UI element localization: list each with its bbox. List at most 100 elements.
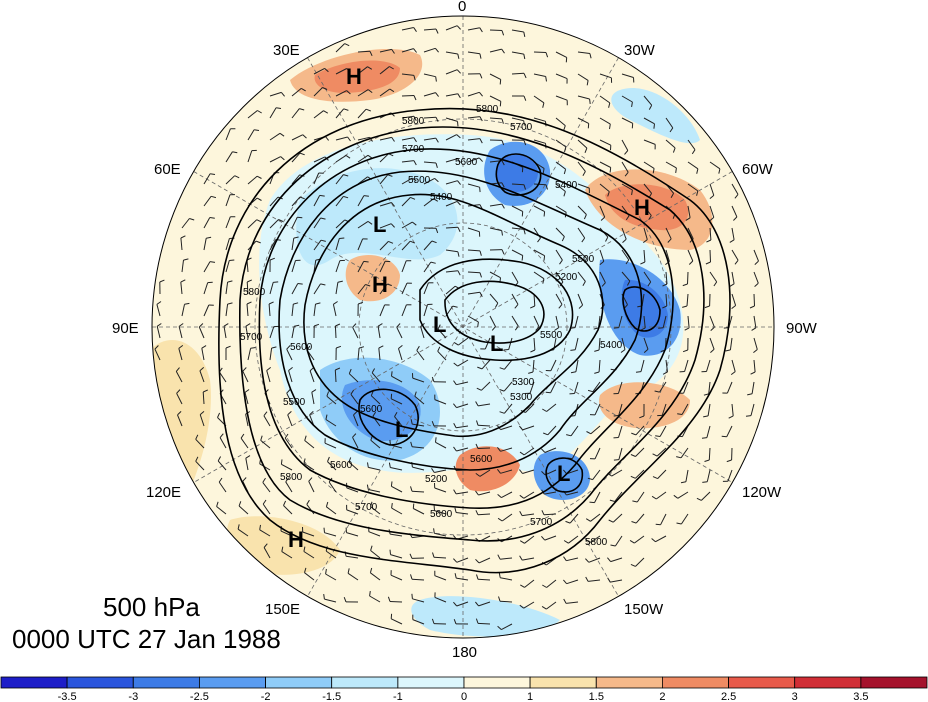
wind-barb-flag (733, 216, 738, 221)
wind-barb-flag (494, 302, 499, 308)
wind-barb (680, 513, 689, 525)
wind-barb (456, 381, 469, 386)
wind-barb (731, 183, 739, 195)
wind-barb (225, 128, 231, 141)
wind-barb-flag (352, 433, 357, 438)
wind-barb (500, 469, 513, 474)
wind-barb-flag (563, 540, 569, 544)
wind-barb (529, 381, 535, 394)
wind-barb-flag (176, 389, 181, 394)
contour-labels: 5800 5800 5700 5700 5600 5500 5400 5400 5500 5600… (240, 104, 623, 548)
wind-barb (500, 447, 513, 452)
wind-barb (225, 304, 229, 317)
wind-barb (181, 218, 190, 229)
wind-barb (621, 337, 626, 350)
wind-barb (500, 577, 513, 581)
wind-barb (481, 359, 491, 370)
longitude-label: 150W (624, 601, 664, 618)
wind-barb-flag (479, 292, 483, 297)
wind-barb-flag (344, 43, 350, 47)
wind-barb (335, 68, 347, 75)
wind-barb (467, 291, 480, 295)
wind-barb (501, 491, 513, 499)
wind-barb (181, 260, 184, 273)
wind-barb (621, 73, 634, 78)
wind-barb-flag (519, 425, 523, 431)
wind-barb (286, 392, 293, 405)
wind-barb (523, 491, 535, 499)
wind-barb-flag (410, 419, 413, 425)
wind-barb-flag (563, 191, 566, 197)
wind-barb-flag (662, 305, 668, 309)
wind-barb-flag (323, 527, 325, 533)
wind-barb (313, 304, 316, 317)
wind-barb (434, 510, 447, 515)
contour-label: 5500 (540, 330, 563, 341)
wind-barb (599, 271, 606, 283)
wind-barb (269, 239, 277, 251)
wind-barb-flag (367, 462, 369, 468)
wind-barb (445, 180, 458, 185)
wind-barb (687, 315, 690, 328)
wind-barb (621, 271, 631, 282)
wind-barb (283, 505, 293, 515)
wind-barb (621, 95, 633, 103)
wind-barb (313, 217, 322, 229)
wind-barb-flag (655, 435, 661, 437)
wind-barb-flag (750, 371, 756, 375)
wind-barb (656, 447, 667, 457)
wind-barb-flag (301, 87, 306, 92)
wind-barb-flag (369, 51, 373, 57)
wind-barb-flag (433, 198, 439, 202)
wind-barb-flag (701, 437, 707, 439)
wind-barb (346, 555, 359, 559)
wind-barb-flag (240, 433, 245, 439)
wind-barb (401, 197, 411, 207)
height-contour (303, 193, 604, 438)
wind-barb (532, 359, 535, 373)
colorbar-swatch (728, 676, 796, 689)
wind-barb (260, 440, 271, 449)
wind-barb-flag (652, 476, 658, 480)
wind-barb (203, 196, 212, 207)
wind-barb-flag (413, 160, 417, 166)
colorbar-tick-label: -1.5 (322, 691, 341, 702)
wind-barb (511, 293, 519, 305)
positive-anomaly-region (599, 382, 690, 429)
wind-barb-flag (648, 104, 653, 110)
wind-barb (370, 439, 381, 449)
wind-barb-flag (530, 349, 536, 353)
wind-barb-flag (685, 217, 691, 221)
height-contour (258, 148, 674, 510)
longitude-label: 150E (265, 601, 300, 618)
wind-barb-flag (201, 345, 207, 349)
wind-barb-flag (437, 346, 441, 352)
wind-barb (533, 139, 546, 144)
wind-barb (599, 117, 611, 125)
wind-barb (599, 161, 611, 168)
wind-barb-flag (631, 521, 637, 524)
wind-barb-flag (410, 486, 413, 492)
wind-barb (753, 293, 755, 307)
wind-barb-flag (585, 518, 591, 522)
wind-barb (357, 66, 368, 75)
wind-barb-flag (431, 376, 435, 382)
wind-barb-flag (541, 510, 545, 516)
wind-barb (614, 491, 623, 502)
wind-barb (304, 572, 315, 581)
wind-barb (709, 315, 715, 328)
wind-barb (225, 216, 231, 229)
wind-barb-flag (651, 538, 656, 543)
wind-barb (659, 381, 667, 393)
wind-barb (683, 381, 689, 394)
colorbar-swatch (198, 676, 266, 689)
wind-barb-flag (542, 584, 547, 588)
wind-barb-flag (523, 73, 527, 79)
wind-barb (195, 438, 205, 449)
wind-barb (523, 447, 535, 456)
wind-barb (379, 136, 392, 141)
wind-barb-flag (543, 211, 546, 217)
wind-barb-flag (725, 349, 731, 352)
wind-barb (665, 117, 674, 129)
wind-barb-flag (586, 80, 589, 86)
